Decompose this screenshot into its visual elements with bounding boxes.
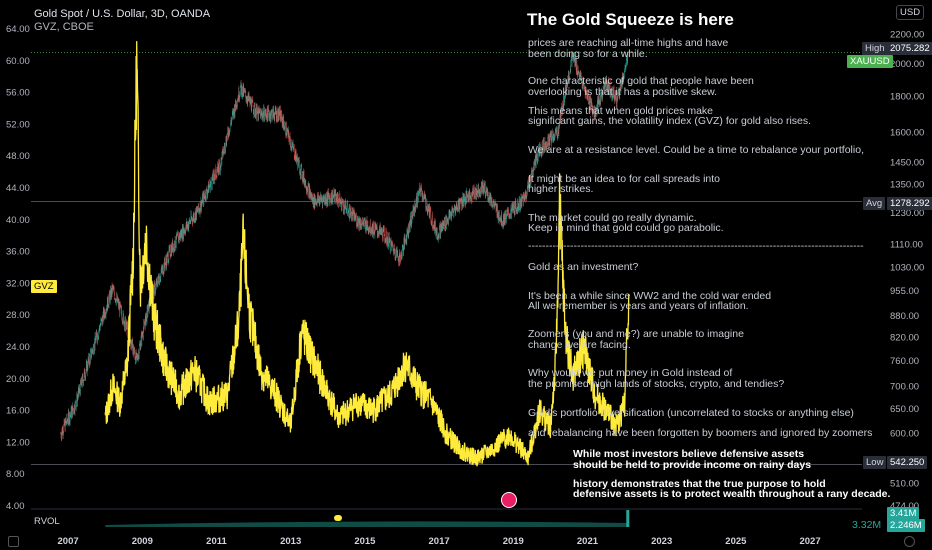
annotation-bold-line: While most investors believe defensive a… bbox=[573, 448, 805, 460]
gvz-tick-label-1: 8.00 bbox=[6, 469, 25, 480]
gvz-tick-label-14: 60.00 bbox=[6, 56, 30, 67]
price-tick-label-14: 1600.00 bbox=[890, 127, 924, 138]
annotation-bold-line: defensive assets is to protect wealth th… bbox=[573, 488, 891, 500]
high-label-badge: High bbox=[862, 42, 888, 55]
rvol-area bbox=[105, 521, 629, 527]
x-tick-label-9: 2025 bbox=[725, 536, 747, 547]
price-tick-label-15: 1800.00 bbox=[890, 91, 924, 102]
annotation-line: We are at a resistance level. Could be a… bbox=[528, 144, 864, 156]
rvol-badge-top: 3.41M bbox=[887, 507, 920, 520]
x-tick-label-1: 2009 bbox=[132, 536, 153, 547]
annotation-line: ----------------------------------------… bbox=[528, 240, 864, 252]
x-tick-label-10: 2027 bbox=[799, 536, 820, 547]
avg-label-badge: Avg bbox=[863, 197, 886, 210]
gvz-tick-label-13: 56.00 bbox=[6, 88, 30, 99]
chart-settings-icon[interactable] bbox=[8, 536, 19, 547]
current-price-badge: XAUUSD bbox=[847, 55, 893, 68]
gvz-tick-label-10: 44.00 bbox=[6, 183, 30, 194]
x-tick-label-5: 2017 bbox=[429, 536, 450, 547]
annotation-line: Gold as an investment? bbox=[528, 261, 639, 273]
rvol-spike bbox=[626, 510, 630, 527]
annotation-line: overlooking is that it has a positive sk… bbox=[528, 86, 718, 98]
gvz-axis-badge: GVZ bbox=[31, 280, 57, 293]
gvz-tick-label-11: 48.00 bbox=[6, 151, 30, 162]
annotation-line: change we are facing. bbox=[528, 339, 631, 351]
annotation-line: Zoomers (you and me?) are unable to imag… bbox=[528, 328, 744, 340]
price-tick-label-13: 1450.00 bbox=[890, 158, 924, 169]
price-tick-label-8: 955.00 bbox=[890, 286, 919, 297]
gvz-tick-label-2: 12.00 bbox=[6, 437, 30, 448]
price-tick-label-7: 880.00 bbox=[890, 311, 919, 322]
x-tick-label-7: 2021 bbox=[577, 536, 599, 547]
annotation-line: Why would we put money in Gold instead o… bbox=[528, 367, 733, 379]
annotation-line: the promised high lands of stocks, crypt… bbox=[528, 378, 785, 390]
gvz-tick-label-9: 40.00 bbox=[6, 215, 30, 226]
annotation-line: The market could go really dynamic. bbox=[528, 212, 697, 224]
gridlines bbox=[31, 52, 862, 510]
rvol-pane bbox=[105, 510, 630, 527]
annotation-line: significant gains, the volatility index … bbox=[528, 115, 812, 127]
rvol-value: 3.32M bbox=[852, 519, 882, 531]
price-tick-label-16: 2000.00 bbox=[890, 59, 924, 70]
x-tick-label-8: 2023 bbox=[651, 536, 672, 547]
gvz-tick-label-5: 24.00 bbox=[6, 342, 30, 353]
price-tick-label-17: 2200.00 bbox=[890, 30, 924, 41]
annotation-line: It's been a while since WW2 and the cold… bbox=[528, 290, 772, 302]
price-tick-label-6: 820.00 bbox=[890, 333, 919, 344]
annotation-line: prices are reaching all-time highs and h… bbox=[528, 37, 729, 49]
annotation-line: Keep in mind that gold could go paraboli… bbox=[528, 222, 724, 234]
price-series bbox=[60, 51, 629, 442]
price-tick-label-12: 1350.00 bbox=[890, 180, 924, 191]
price-tick-label-5: 760.00 bbox=[890, 356, 919, 367]
axes: 4.00 8.00 12.00 16.00 20.00 24.00 28.00 32.00 36… bbox=[6, 24, 924, 547]
auto-scale-icon[interactable] bbox=[904, 536, 915, 547]
price-tick-label-0: 474.00 bbox=[890, 501, 919, 512]
annotation-line: been doing so for a while. bbox=[528, 48, 648, 60]
x-tick-label-6: 2019 bbox=[503, 536, 524, 547]
price-tick-label-4: 700.00 bbox=[890, 381, 919, 392]
gvz-tick-label-7: 32.00 bbox=[6, 278, 30, 289]
price-tick-label-2: 600.00 bbox=[890, 429, 919, 440]
annotation-bold-line: history demonstrates that the true purpo… bbox=[573, 478, 826, 490]
symbol-title: Gold Spot / U.S. Dollar, 3D, OANDA bbox=[34, 8, 211, 20]
price-tick-label-9: 1030.00 bbox=[890, 263, 924, 274]
gvz-tick-label-6: 28.00 bbox=[6, 310, 30, 321]
x-tick-label-2: 2011 bbox=[206, 536, 227, 547]
price-tick-label-11: 1230.00 bbox=[890, 208, 924, 219]
low-value-badge: 542.250 bbox=[887, 456, 928, 469]
gvz-tick-label-15: 64.00 bbox=[6, 24, 30, 35]
annotation-bold-line: should be held to provide income on rain… bbox=[573, 459, 812, 471]
gvz-series bbox=[104, 41, 630, 467]
rvol-badge-bottom: 2.246M bbox=[887, 519, 925, 532]
annotation-title: The Gold Squeeze is here bbox=[527, 10, 734, 29]
low-label-badge: Low bbox=[863, 456, 887, 469]
annotation-line: and rebalancing have been forgotten by b… bbox=[528, 427, 873, 439]
event-flag-icon[interactable] bbox=[501, 492, 517, 508]
annotation-line: It might be an idea to for call spreads … bbox=[528, 173, 721, 185]
currency-selector[interactable]: USD bbox=[896, 5, 925, 20]
avg-value-badge: 1278.292 bbox=[887, 197, 932, 210]
rvol-marker-icon[interactable] bbox=[334, 515, 342, 521]
x-tick-label-0: 2007 bbox=[58, 536, 79, 547]
price-tick-label-10: 1110.00 bbox=[890, 240, 923, 251]
gvz-tick-label-3: 16.00 bbox=[6, 406, 30, 417]
rvol-label: RVOL bbox=[34, 516, 60, 527]
annotation-line: One characteristic of gold that people h… bbox=[528, 75, 754, 87]
annotation-line: This means that when gold prices make bbox=[528, 105, 714, 117]
overlay-title: GVZ, CBOE bbox=[34, 21, 94, 33]
gvz-tick-label-12: 52.00 bbox=[6, 119, 30, 130]
gvz-tick-label-4: 20.00 bbox=[6, 374, 30, 385]
gvz-tick-label-0: 4.00 bbox=[6, 501, 25, 512]
annotation-line: All we remember is years and years of in… bbox=[528, 300, 749, 312]
price-tick-label-3: 650.00 bbox=[890, 404, 919, 415]
price-tick-label-1: 510.00 bbox=[890, 479, 919, 490]
x-tick-label-3: 2013 bbox=[280, 536, 301, 547]
gvz-line bbox=[104, 41, 630, 467]
annotation-line: higher strikes. bbox=[528, 183, 594, 195]
annotation-line: Gold's portfolio diversification (uncorr… bbox=[528, 407, 854, 419]
high-value-badge: 2075.282 bbox=[887, 42, 932, 55]
gvz-tick-label-8: 36.00 bbox=[6, 247, 30, 258]
x-tick-label-4: 2015 bbox=[354, 536, 376, 547]
